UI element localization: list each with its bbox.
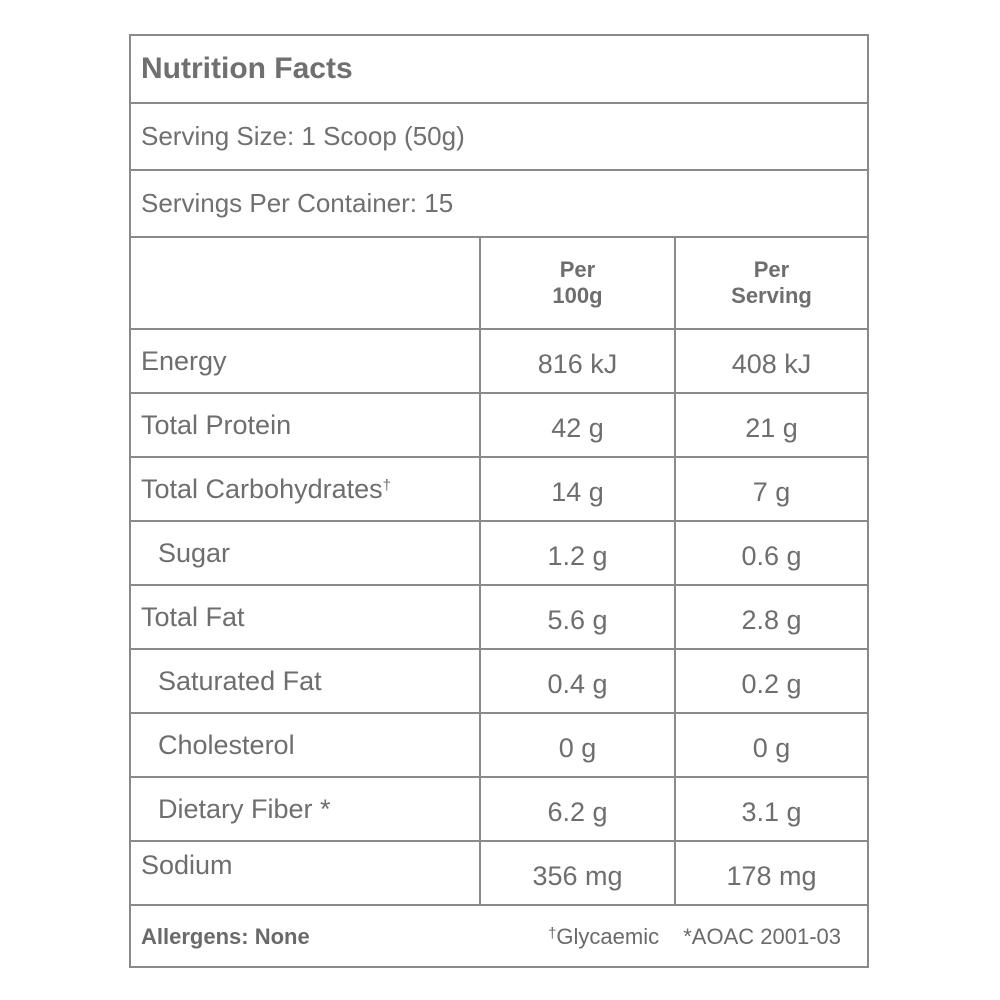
table-row: Sugar 1.2 g 0.6 g <box>131 522 867 586</box>
per-serving-value: 7 g <box>752 476 791 507</box>
per-100g-value: 0.4 g <box>481 650 676 712</box>
per-serving-value: 178 mg <box>726 860 817 891</box>
servings-per-container: Servings Per Container: 15 <box>141 188 454 218</box>
footer-row: Allergens: None †Glycaemic *AOAC 2001-03 <box>131 906 867 968</box>
table-row: Dietary Fiber * 6.2 g 3.1 g <box>131 778 867 842</box>
per-100g-value: 816 kJ <box>481 330 676 392</box>
table-header-row: Per 100g Per Serving <box>131 238 867 330</box>
nutrition-facts-panel: Nutrition Facts Serving Size: 1 Scoop (5… <box>129 34 869 968</box>
header-per-100g-line1: Per <box>559 257 596 282</box>
per-100g-value: 14 g <box>481 458 676 520</box>
per-serving-value: 0.6 g <box>741 540 802 571</box>
table-row: Total Fat 5.6 g 2.8 g <box>131 586 867 650</box>
servings-per-container-row: Servings Per Container: 15 <box>131 171 867 238</box>
row-label-cell: Total Carbohydrates † <box>131 458 481 520</box>
glycaemic-note: †Glycaemic <box>548 924 659 949</box>
nutrient-table: Per 100g Per Serving Energy 816 kJ 408 k… <box>131 238 867 906</box>
table-row: Cholesterol 0 g 0 g <box>131 714 867 778</box>
per-serving-value: 408 kJ <box>731 348 812 379</box>
row-label: Sugar <box>131 522 481 584</box>
header-per-serving-line2: Serving <box>731 283 812 308</box>
footnotes: †Glycaemic *AOAC 2001-03 <box>548 924 857 950</box>
title-row: Nutrition Facts <box>131 36 867 104</box>
row-label: Sodium <box>131 842 481 904</box>
table-row: Energy 816 kJ 408 kJ <box>131 330 867 394</box>
per-100g-value: 356 mg <box>481 842 676 904</box>
per-serving-value: 0.2 g <box>741 668 802 699</box>
table-row: Total Carbohydrates † 14 g 7 g <box>131 458 867 522</box>
per-100g-value: 6.2 g <box>481 778 676 840</box>
row-label: Total Protein <box>131 394 481 456</box>
aoac-note: *AOAC 2001-03 <box>683 924 841 949</box>
table-row: Saturated Fat 0.4 g 0.2 g <box>131 650 867 714</box>
header-per-100g-line2: 100g <box>552 283 603 308</box>
per-100g-value: 5.6 g <box>481 586 676 648</box>
per-serving-value: 3.1 g <box>741 796 802 827</box>
per-serving-value: 21 g <box>745 412 798 443</box>
dagger-mark: † <box>548 925 557 942</box>
per-serving-value: 0 g <box>752 732 791 763</box>
row-label: Total Fat <box>131 586 481 648</box>
page-title: Nutrition Facts <box>141 52 353 85</box>
row-label: Dietary Fiber * <box>131 778 481 840</box>
per-serving-value: 2.8 g <box>741 604 802 635</box>
per-100g-value: 42 g <box>481 394 676 456</box>
table-row: Sodium 356 mg 178 mg <box>131 842 867 906</box>
header-per-serving: Per Serving <box>676 238 867 328</box>
row-label: Energy <box>131 330 481 392</box>
row-label: Total Carbohydrates <box>141 473 383 504</box>
table-row: Total Protein 42 g 21 g <box>131 394 867 458</box>
serving-size: Serving Size: 1 Scoop (50g) <box>141 121 465 151</box>
glycaemic-text: Glycaemic <box>556 924 660 949</box>
header-empty-cell <box>131 238 481 328</box>
per-100g-value: 0 g <box>481 714 676 776</box>
row-label: Saturated Fat <box>131 650 481 712</box>
allergens-note: Allergens: None <box>141 924 310 949</box>
dagger-mark: † <box>382 476 391 494</box>
header-per-100g: Per 100g <box>481 238 676 328</box>
header-per-serving-line1: Per <box>753 257 790 282</box>
row-label: Cholesterol <box>131 714 481 776</box>
per-100g-value: 1.2 g <box>481 522 676 584</box>
serving-size-row: Serving Size: 1 Scoop (50g) <box>131 104 867 171</box>
